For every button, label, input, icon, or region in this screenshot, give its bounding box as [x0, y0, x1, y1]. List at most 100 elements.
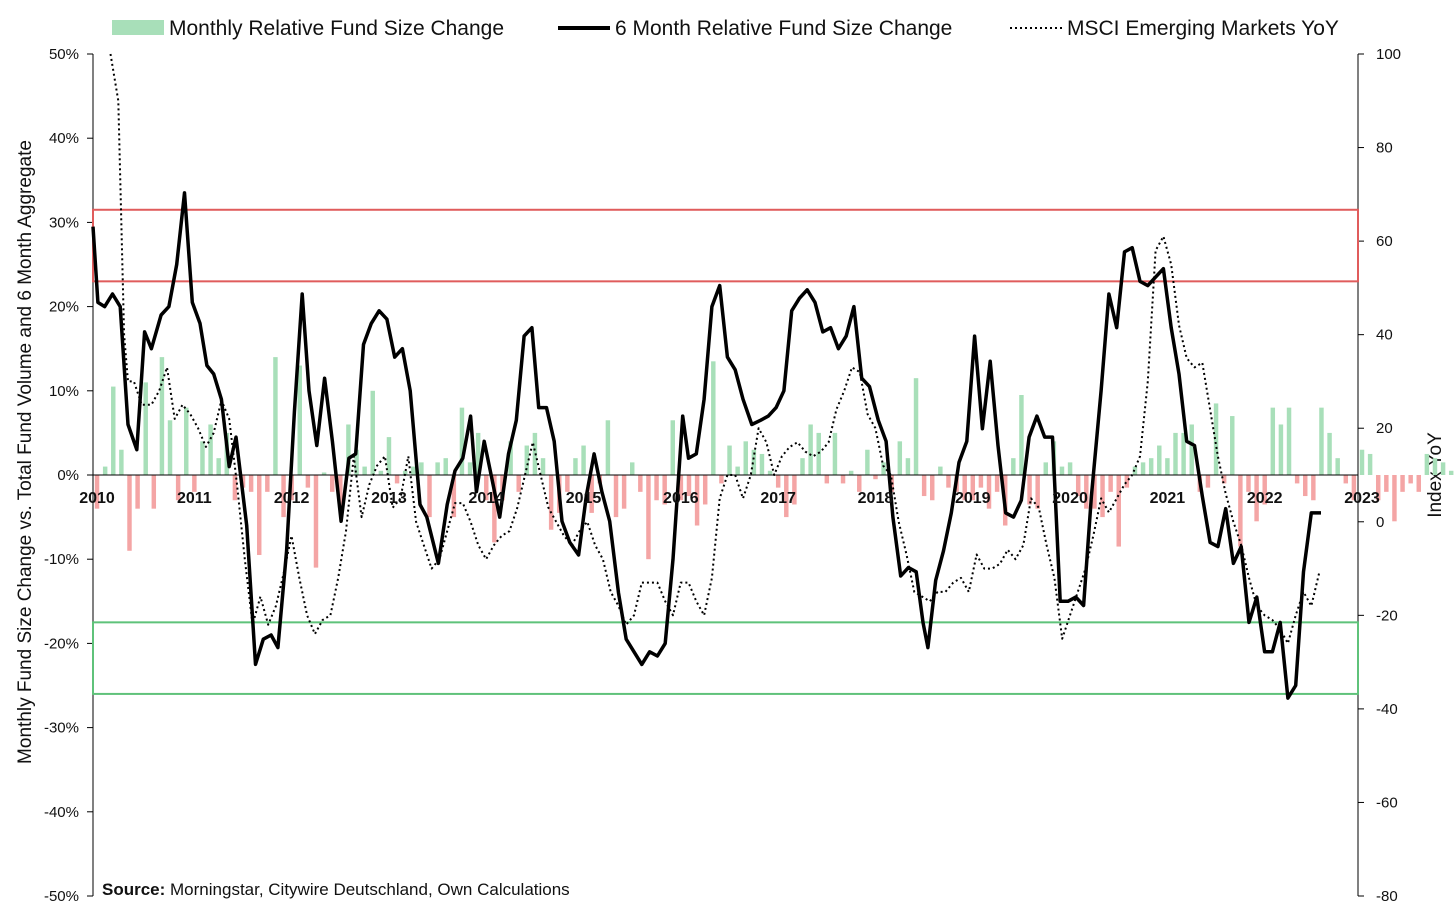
x-tick-label: 2011 — [177, 490, 212, 507]
monthly-bar — [1092, 475, 1097, 509]
left-axis-title: Monthly Fund Size Change vs. Total Fund … — [15, 140, 36, 764]
source-label: Source: — [102, 880, 165, 899]
monthly-bar — [192, 475, 197, 492]
monthly-bar — [370, 390, 375, 475]
monthly-bar — [1254, 475, 1259, 522]
legend: Monthly Relative Fund Size Change 6 Month… — [112, 17, 1339, 40]
monthly-bar — [1238, 475, 1243, 547]
monthly-bar — [751, 449, 757, 475]
monthly-bar — [200, 441, 205, 475]
monthly-bar — [654, 475, 659, 501]
x-tick-label: 2019 — [955, 490, 991, 507]
legend-label: Monthly Relative Fund Size Change — [169, 17, 504, 40]
x-tick-label: 2015 — [566, 490, 602, 507]
monthly-bar — [784, 475, 789, 518]
monthly-bar — [362, 466, 367, 475]
monthly-bar — [1408, 475, 1413, 484]
monthly-bar — [492, 475, 497, 543]
left-tick-label: 0% — [57, 467, 79, 484]
left-axis: 50% 40% 30% 20% 10% 0% -10% -20% -30% -40% -50% — [44, 46, 94, 905]
six-month-series — [91, 191, 1321, 700]
monthly-bar — [1319, 407, 1324, 475]
monthly-bar — [905, 458, 911, 475]
monthly-bar — [143, 382, 148, 475]
green-band — [92, 621, 1359, 695]
monthly-bar — [1108, 475, 1113, 492]
monthly-bar — [1059, 466, 1065, 475]
msci-line — [109, 53, 1321, 645]
monthly-bar — [297, 365, 302, 475]
monthly-bar — [467, 462, 473, 475]
right-tick-label: 80 — [1376, 140, 1393, 157]
monthly-bar — [719, 475, 724, 484]
monthly-bar — [1221, 475, 1227, 484]
monthly-bar — [1432, 458, 1438, 475]
left-tick-label: 40% — [49, 130, 79, 147]
monthly-bar — [111, 386, 116, 475]
monthly-bar — [1116, 475, 1121, 547]
monthly-bar — [727, 445, 732, 475]
monthly-bar — [1067, 462, 1073, 475]
monthly-bar — [1400, 475, 1405, 492]
monthly-bar — [1351, 475, 1357, 501]
monthly-bar — [735, 466, 740, 475]
monthly-bar — [962, 475, 967, 501]
monthly-bar — [1246, 475, 1251, 492]
monthly-bar — [938, 466, 943, 475]
right-tick-label: 60 — [1376, 233, 1393, 250]
monthly-bar — [808, 424, 813, 475]
monthly-bar — [589, 475, 594, 513]
x-tick-label: 2018 — [858, 490, 894, 507]
monthly-bar — [792, 475, 797, 505]
monthly-bar — [1448, 470, 1454, 475]
monthly-bar — [1043, 462, 1048, 475]
left-tick-label: -10% — [44, 551, 79, 568]
x-tick-label: 2010 — [79, 490, 115, 507]
monthly-bar — [1140, 462, 1146, 475]
monthly-bar — [986, 475, 992, 509]
monthly-bar — [135, 475, 140, 509]
monthly-bar — [265, 475, 270, 492]
monthly-bar — [670, 420, 675, 475]
left-axis-title-text: Monthly Fund Size Change vs. Total Fund … — [15, 140, 36, 764]
monthly-bar — [313, 475, 319, 568]
monthly-bar — [443, 458, 448, 475]
monthly-bar — [767, 470, 773, 475]
monthly-bar — [1165, 458, 1170, 475]
monthly-bar — [524, 445, 530, 475]
monthly-bar — [548, 475, 554, 530]
left-tick-label: 50% — [49, 46, 79, 63]
monthly-bar — [1035, 475, 1040, 509]
monthly-bar — [329, 475, 335, 492]
monthly-bar — [1303, 475, 1308, 497]
monthly-bar — [646, 475, 651, 560]
monthly-bar — [702, 475, 708, 505]
monthly-bar — [1157, 445, 1162, 475]
monthly-bar — [605, 420, 611, 475]
monthly-bar — [743, 441, 748, 475]
left-tick-label: 20% — [49, 299, 79, 316]
monthly-bar — [1278, 424, 1284, 475]
monthly-bar — [857, 475, 862, 492]
monthly-bar — [248, 475, 254, 492]
monthly-bar — [775, 475, 781, 488]
monthly-bar — [354, 449, 359, 475]
monthly-bar — [897, 441, 903, 475]
monthly-bar — [1327, 432, 1332, 475]
monthly-bar — [208, 424, 213, 475]
source-text: Morningstar, Citywire Deutschland, Own C… — [165, 880, 569, 899]
monthly-bar — [175, 475, 181, 501]
monthly-bar — [1311, 475, 1316, 501]
monthly-bar — [621, 475, 627, 509]
monthly-bar — [281, 475, 286, 518]
monthly-bar — [159, 357, 165, 475]
monthly-bar — [840, 475, 846, 484]
monthly-bar — [581, 445, 586, 475]
monthly-bar — [232, 475, 238, 501]
monthly-bar — [1294, 475, 1300, 484]
left-tick-label: -30% — [44, 720, 79, 737]
left-tick-label: 30% — [49, 214, 79, 231]
right-tick-label: -60 — [1376, 794, 1398, 811]
monthly-bar — [508, 441, 513, 475]
monthly-bar — [662, 475, 667, 505]
